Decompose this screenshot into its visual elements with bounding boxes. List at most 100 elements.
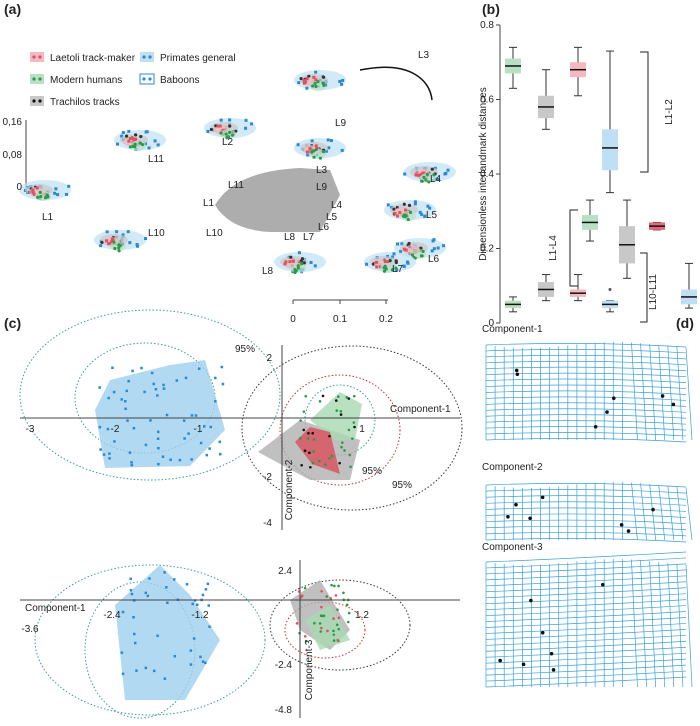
point bbox=[311, 461, 315, 465]
deform-grid bbox=[667, 486, 675, 541]
deform-grid bbox=[658, 345, 666, 441]
annotation: L10-L11 bbox=[648, 274, 659, 310]
axis-label: Component-3 bbox=[304, 639, 315, 700]
bracket bbox=[640, 252, 648, 323]
point bbox=[425, 172, 429, 177]
point bbox=[110, 240, 114, 244]
point bbox=[313, 621, 316, 625]
deform-grid bbox=[485, 575, 687, 587]
point bbox=[195, 603, 199, 607]
point bbox=[132, 138, 136, 142]
point bbox=[144, 666, 148, 670]
point bbox=[329, 597, 333, 600]
foot-label: L7 bbox=[303, 232, 315, 243]
point bbox=[157, 462, 160, 466]
deform-grid bbox=[485, 551, 687, 563]
point bbox=[349, 465, 352, 469]
deform-grid bbox=[667, 346, 675, 441]
legend-dot bbox=[38, 99, 42, 103]
point bbox=[38, 190, 42, 194]
point bbox=[169, 458, 172, 462]
landmark-label: L3 bbox=[418, 50, 430, 61]
point bbox=[314, 147, 318, 152]
deform-grid bbox=[485, 531, 687, 537]
legend-swatch bbox=[30, 96, 44, 106]
point bbox=[139, 134, 143, 139]
point bbox=[311, 84, 315, 88]
tick-label: -3.6 bbox=[21, 624, 39, 635]
hull bbox=[310, 392, 362, 440]
point bbox=[442, 244, 446, 248]
point bbox=[146, 594, 150, 598]
grid-title: Component-3 bbox=[482, 542, 543, 553]
y-tick-label: 0.6 bbox=[480, 95, 494, 106]
point bbox=[175, 379, 179, 382]
point bbox=[314, 144, 318, 148]
point bbox=[100, 240, 104, 245]
foot-label: L11 bbox=[228, 180, 244, 191]
point bbox=[98, 425, 102, 429]
point bbox=[339, 413, 343, 416]
point bbox=[329, 139, 333, 143]
deform-grid bbox=[485, 501, 687, 506]
point bbox=[190, 414, 194, 417]
landmark bbox=[506, 514, 510, 519]
point bbox=[383, 264, 387, 268]
point bbox=[338, 461, 341, 465]
legend-dot bbox=[32, 77, 36, 81]
point bbox=[185, 583, 189, 586]
point bbox=[395, 268, 399, 272]
point bbox=[313, 264, 317, 268]
deform-grid bbox=[649, 561, 656, 688]
panel-label: (b) bbox=[482, 1, 500, 17]
point bbox=[306, 437, 310, 440]
deform-grid bbox=[485, 525, 687, 531]
deform-grid bbox=[485, 581, 687, 593]
legend-dot bbox=[142, 55, 146, 59]
point bbox=[224, 132, 228, 136]
point bbox=[420, 212, 424, 216]
point bbox=[135, 244, 139, 248]
deform-grid bbox=[485, 646, 687, 658]
point bbox=[182, 419, 186, 422]
deform-grid bbox=[485, 569, 687, 581]
confidence-ellipse bbox=[241, 345, 463, 511]
confidence-ellipse bbox=[304, 384, 376, 456]
landmark-label: L2 bbox=[222, 137, 234, 148]
tick-label: -2.4 bbox=[275, 660, 293, 671]
point bbox=[208, 625, 211, 628]
point bbox=[219, 452, 222, 456]
point bbox=[156, 394, 159, 397]
deform-grid bbox=[676, 346, 684, 441]
deform-grid bbox=[485, 384, 687, 389]
deform-grid bbox=[676, 486, 684, 541]
point bbox=[112, 240, 116, 244]
point bbox=[320, 589, 323, 593]
confidence-ellipse bbox=[279, 374, 401, 486]
point bbox=[128, 136, 132, 140]
point bbox=[121, 131, 125, 135]
point bbox=[117, 249, 121, 253]
point bbox=[393, 211, 397, 215]
point bbox=[392, 252, 396, 256]
point bbox=[383, 260, 387, 264]
point bbox=[312, 438, 316, 441]
deform-grid bbox=[485, 414, 687, 419]
point bbox=[124, 134, 129, 138]
point bbox=[187, 432, 190, 435]
point bbox=[328, 456, 331, 460]
point bbox=[321, 75, 326, 79]
deform-grid bbox=[485, 402, 687, 407]
panel-label: (d) bbox=[676, 315, 694, 331]
point bbox=[131, 369, 134, 373]
landmark-label: L10 bbox=[148, 228, 165, 239]
landmark bbox=[619, 523, 624, 527]
tick-label: 0,16 bbox=[3, 117, 23, 128]
point bbox=[404, 208, 408, 212]
annotation: 95% bbox=[392, 480, 412, 491]
point bbox=[135, 669, 138, 672]
point bbox=[120, 134, 124, 138]
point bbox=[113, 246, 117, 251]
point bbox=[335, 623, 339, 627]
point bbox=[422, 175, 426, 179]
